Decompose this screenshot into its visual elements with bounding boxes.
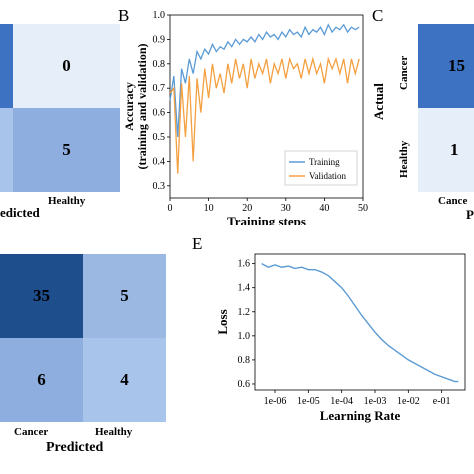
panel-a-cell-top-right: 0 (13, 24, 120, 108)
panel-e-xlabel: Learning Rate (320, 408, 401, 423)
panel-c-letter: C (372, 6, 384, 25)
panel-b-ytick-label: 0.3 (153, 181, 166, 192)
panel-e-loss-line (261, 263, 459, 383)
panel-b-xtick-label: 50 (358, 203, 368, 214)
panel-c-cell-bottom: 1 (418, 108, 474, 192)
panel-d-value-0: 35 (33, 286, 50, 305)
panel-c-ytick-cancer: Cancer (398, 55, 410, 90)
panel-d-cell-1: 5 (83, 254, 166, 338)
panel-c-x-tick: Cance (438, 195, 468, 207)
panel-b-legend-label: Training (309, 157, 340, 167)
panel-b-series-validation (169, 56, 360, 174)
panel-d-x-tick-healthy: Healthy (95, 426, 133, 438)
panel-a-x-tick: Healthy (48, 195, 86, 207)
panel-e-plot-frame (254, 253, 466, 391)
panel-e-ylabel: Loss (215, 309, 230, 334)
panel-d-x-tick-cancer: Cancer (14, 426, 49, 438)
panel-b-ytick-label: 0.5 (153, 132, 166, 143)
panel-b-ytick-label: 0.9 (153, 34, 166, 45)
panel-c-cell-top: 15 (418, 24, 474, 108)
panel-c-ylabel: Actual (371, 83, 386, 120)
panel-e-xtick-label: 1e-05 (297, 396, 320, 407)
panel-b-xtick-label: 10 (204, 203, 214, 214)
panel-a-cell-top-left (0, 24, 13, 108)
panel-a-cell-bottom-right: 5 (13, 108, 120, 192)
panel-a-value-0: 0 (62, 56, 71, 75)
panel-b-ytick-label: 0.4 (153, 156, 166, 167)
panel-b-xtick-label: 20 (242, 203, 252, 214)
panel-e-ytick-label: 0.8 (238, 355, 251, 366)
panel-b-plot-frame (169, 14, 364, 199)
panel-d-cell-3: 4 (83, 338, 166, 422)
panel-b-legend-label: Validation (309, 171, 346, 181)
panel-b-ylabel-line1: Accuracy (125, 82, 136, 131)
panel-b-ytick-label: 0.8 (153, 59, 166, 70)
panel-b-series-training (169, 23, 360, 138)
panel-b-xtick-label: 30 (281, 203, 291, 214)
panel-b-ytick-label: 1.0 (153, 10, 166, 21)
panel-e-xtick-label: e-01 (433, 396, 451, 407)
panel-c-xlabel: P (466, 207, 474, 222)
panel-e-letter: E (192, 234, 203, 253)
panel-e-ytick-label: 0.6 (238, 379, 251, 390)
panel-d-value-1: 5 (120, 286, 129, 305)
panel-e-xtick-label: 1e-03 (364, 396, 387, 407)
panel-e-xtick-label: 1e-02 (397, 396, 420, 407)
panel-a-value-1: 5 (62, 140, 71, 159)
panel-d-cell-2: 6 (0, 338, 83, 422)
panel-d-cell-0: 35 (0, 254, 83, 338)
panel-b-ylabel-line2: (training and validation) (135, 43, 149, 169)
panel-a-cell-bottom-left (0, 108, 13, 192)
panel-d-xlabel: Predicted (46, 440, 104, 455)
panel-a-xlabel: edicted (0, 205, 40, 220)
panel-e-ytick-label: 1.6 (238, 259, 251, 270)
panel-e-xtick-label: 1e-06 (264, 396, 287, 407)
panel-b-ytick-label: 0.6 (153, 108, 166, 119)
panel-e-ytick-label: 1.4 (238, 283, 251, 294)
panel-b-xtick-label: 40 (319, 203, 329, 214)
panel-b-ytick-label: 0.7 (153, 83, 166, 94)
panel-b-xlabel: Training steps (227, 214, 306, 225)
panel-b-legend-box (284, 150, 358, 186)
panel-c-value-1: 1 (450, 140, 459, 159)
panel-b-chart: 0 10 20 30 40 50 0.3 0.4 0.5 0.6 0.7 0.8 0.9 1.0 Train… (125, 10, 368, 225)
panel-d-value-3: 4 (120, 370, 129, 389)
panel-e-ytick-label: 1.0 (238, 331, 251, 342)
panel-d-value-2: 6 (37, 370, 46, 389)
panel-b-letter: B (118, 6, 130, 25)
panel-e-xtick-label: 1e-04 (330, 396, 353, 407)
panel-e-ytick-label: 1.2 (238, 307, 251, 318)
panel-c-value-0: 15 (448, 56, 465, 75)
panel-e-chart: 1e-06 1e-05 1e-04 1e-03 1e-02 e-01 0.6 0.8 1.0 1.… (215, 253, 466, 423)
panel-b-xtick-label: 0 (168, 203, 173, 214)
panel-c-ytick-healthy: Healthy (398, 140, 410, 178)
